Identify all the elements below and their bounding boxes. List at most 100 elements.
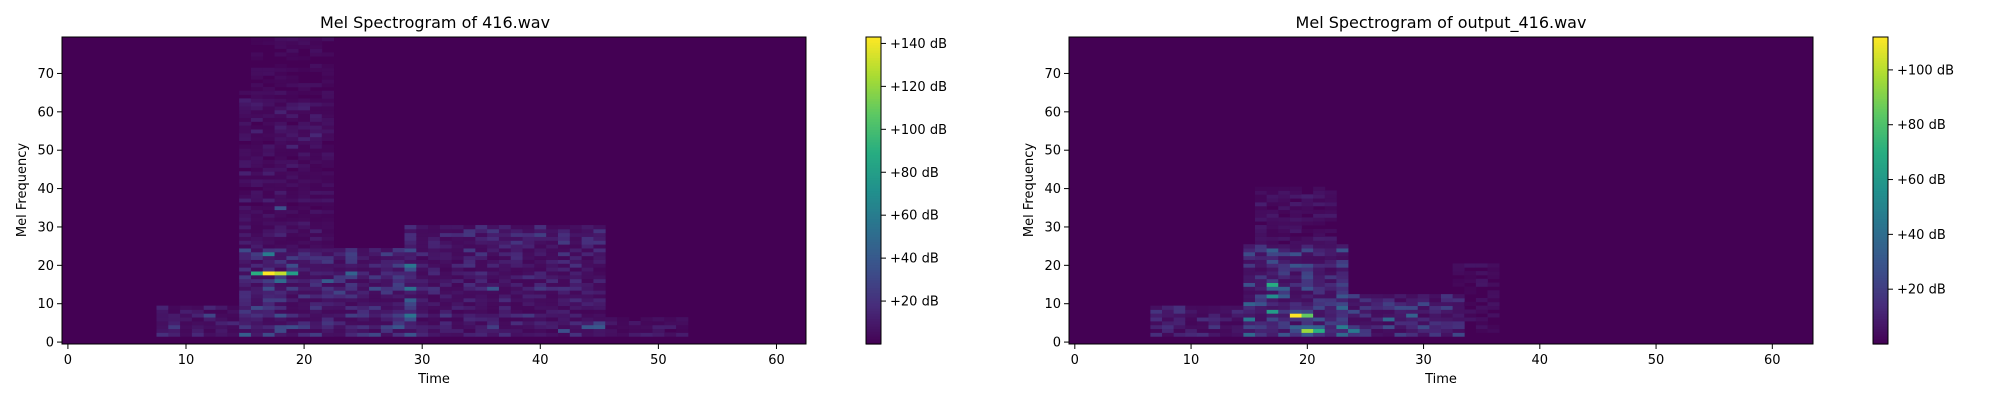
heatmap-cell	[298, 267, 311, 272]
heatmap-cell	[298, 125, 311, 130]
heatmap-cell	[321, 178, 335, 184]
heatmap-cell	[215, 328, 228, 333]
heatmap-cell	[274, 125, 287, 130]
heatmap-cell	[180, 309, 193, 314]
heatmap-cell	[298, 301, 311, 307]
y-tick-label: 50	[1044, 144, 1061, 159]
heatmap-cell	[451, 236, 464, 241]
heatmap-cell	[428, 320, 441, 326]
heatmap-cell	[1371, 297, 1384, 303]
heatmap-cell	[463, 236, 476, 241]
heatmap-cell	[1382, 294, 1395, 299]
heatmap-cell	[593, 294, 606, 299]
heatmap-cell	[487, 259, 500, 264]
heatmap-cell	[1278, 194, 1291, 199]
heatmap-cell	[534, 267, 547, 272]
heatmap-cell	[1382, 305, 1395, 310]
heatmap-cell	[239, 244, 252, 249]
heatmap-cell	[1255, 202, 1268, 207]
heatmap-cell	[593, 305, 606, 310]
heatmap-cell	[1475, 317, 1488, 322]
heatmap-cell	[286, 274, 299, 280]
heatmap-cell	[239, 178, 252, 184]
heatmap-cell	[416, 332, 429, 337]
heatmap-cell	[380, 251, 394, 257]
heatmap-cell	[345, 320, 358, 326]
heatmap-cell	[558, 317, 571, 322]
heatmap-cell	[498, 263, 512, 268]
heatmap-cell	[558, 274, 571, 280]
heatmap-cell	[310, 186, 323, 191]
heatmap-cell	[274, 228, 287, 234]
heatmap-cell	[262, 190, 275, 195]
heatmap-cell	[451, 263, 464, 268]
y-tick-label: 0	[1053, 336, 1061, 351]
heatmap-cell	[298, 113, 311, 118]
heatmap-cell	[1266, 202, 1279, 207]
heatmap-cell	[593, 267, 606, 272]
heatmap-cell	[250, 221, 264, 226]
heatmap-cell	[593, 271, 606, 276]
heatmap-cell	[1464, 313, 1477, 318]
heatmap-cell	[522, 328, 535, 333]
heatmap-cell	[558, 228, 571, 234]
heatmap-cell	[298, 37, 311, 42]
heatmap-cell	[250, 213, 264, 218]
heatmap-cell	[1336, 244, 1349, 249]
heatmap-cell	[215, 324, 228, 330]
heatmap-cell	[1406, 305, 1419, 310]
heatmap-cell	[239, 324, 252, 330]
heatmap-cell	[1255, 324, 1268, 330]
heatmap-cell	[286, 109, 299, 115]
heatmap-cell	[262, 290, 275, 295]
heatmap-cell	[617, 317, 630, 322]
heatmap-cell	[581, 286, 594, 291]
heatmap-cell	[345, 248, 358, 253]
heatmap-cell	[416, 251, 429, 257]
heatmap-cell	[227, 320, 240, 326]
heatmap-cell	[321, 267, 335, 272]
heatmap-cell	[428, 267, 441, 272]
heatmap-cell	[262, 175, 275, 180]
heatmap-cell	[534, 282, 547, 287]
heatmap-cell	[310, 132, 323, 138]
heatmap-cell	[310, 106, 323, 111]
heatmap-cell	[1417, 317, 1430, 322]
heatmap-cell	[286, 286, 299, 291]
heatmap-cell	[1452, 282, 1465, 287]
heatmap-cell	[463, 251, 476, 257]
heatmap-cell	[428, 301, 441, 307]
heatmap-cell	[1371, 328, 1384, 333]
heatmap-cell	[546, 313, 559, 318]
heatmap-cell	[487, 263, 500, 268]
heatmap-cell	[1289, 328, 1302, 333]
heatmap-cell	[250, 198, 264, 203]
heatmap-cell	[475, 248, 488, 253]
heatmap-cell	[333, 282, 346, 287]
heatmap-cell	[1289, 186, 1302, 191]
heatmap-cell	[262, 113, 275, 118]
heatmap-cell	[1162, 317, 1175, 322]
heatmap-cell	[310, 217, 323, 222]
heatmap-cell	[1173, 309, 1186, 314]
heatmap-cell	[250, 109, 264, 115]
heatmap-cell	[262, 255, 275, 260]
heatmap-cell	[286, 205, 299, 211]
heatmap-cell	[239, 290, 252, 295]
heatmap-cell	[463, 309, 476, 314]
heatmap-cell	[1278, 248, 1291, 253]
heatmap-cell	[1266, 282, 1279, 287]
heatmap-cell	[1324, 259, 1337, 264]
heatmap-cell	[333, 324, 346, 330]
heatmap-cell	[1196, 305, 1209, 310]
y-tick-label: 70	[37, 67, 54, 82]
heatmap-cell	[274, 217, 287, 222]
heatmap-cell	[215, 317, 228, 322]
heatmap-cell	[652, 324, 665, 330]
heatmap-cell	[274, 98, 287, 103]
heatmap-cell	[321, 194, 335, 199]
heatmap-cell	[428, 240, 441, 245]
heatmap-cell	[239, 98, 252, 103]
heatmap-cell	[239, 90, 252, 95]
